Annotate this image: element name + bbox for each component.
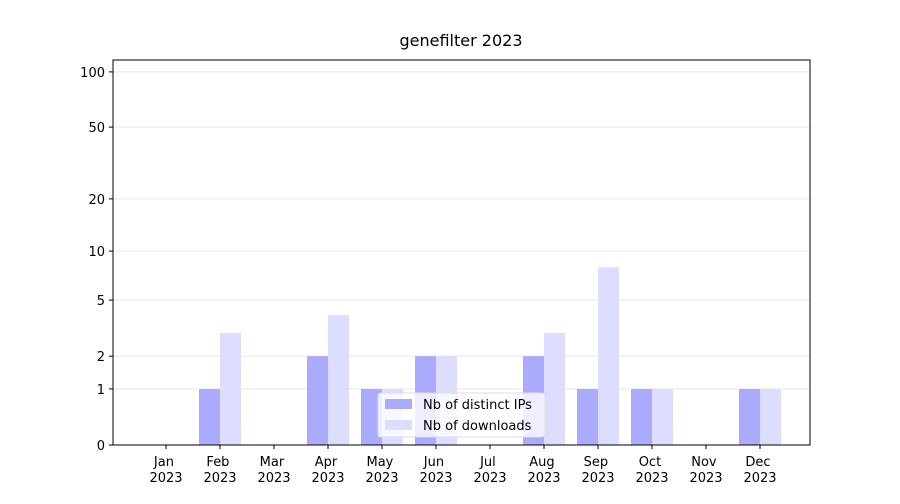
bar: [739, 388, 760, 445]
legend-swatch: [385, 420, 412, 430]
bar: [598, 267, 619, 445]
x-tick-label: Feb 2023: [203, 455, 236, 486]
y-tick-label: 5: [97, 294, 105, 309]
x-tick-label: Jan 2023: [149, 455, 182, 486]
y-tick-label: 50: [88, 121, 105, 136]
legend-label: Nb of downloads: [423, 419, 532, 434]
bar: [307, 356, 328, 445]
x-tick-label: Apr 2023: [311, 455, 344, 486]
x-tick-label: Sep 2023: [581, 455, 614, 486]
bar: [361, 388, 382, 445]
bar: [328, 314, 349, 445]
chart-title: genefilter 2023: [399, 31, 522, 50]
y-tick-label: 0: [97, 439, 105, 454]
y-tick-label: 1: [97, 383, 105, 398]
x-tick-label: Mar 2023: [257, 455, 290, 486]
y-tick-label: 20: [88, 193, 105, 208]
legend-label: Nb of distinct IPs: [423, 398, 532, 413]
legend-swatch: [385, 399, 412, 409]
bar: [577, 388, 598, 445]
bar: [760, 388, 781, 445]
x-tick-label: Aug 2023: [527, 455, 560, 486]
bar: [544, 332, 565, 445]
y-tick-label: 100: [80, 66, 105, 81]
bar: [199, 388, 220, 445]
x-tick-label: Jul 2023: [473, 455, 506, 486]
plot-frame: [112, 59, 811, 446]
bar: [652, 388, 673, 445]
bar: [631, 388, 652, 445]
bar: [220, 332, 241, 445]
y-tick-label: 2: [97, 350, 105, 365]
x-tick-label: Jun 2023: [419, 455, 452, 486]
legend-box: [377, 392, 546, 438]
x-tick-label: Dec 2023: [743, 455, 776, 486]
x-tick-label: Oct 2023: [635, 455, 668, 486]
x-tick-label: May 2023: [365, 455, 398, 486]
x-tick-label: Nov 2023: [689, 455, 722, 486]
y-tick-label: 10: [88, 245, 105, 260]
